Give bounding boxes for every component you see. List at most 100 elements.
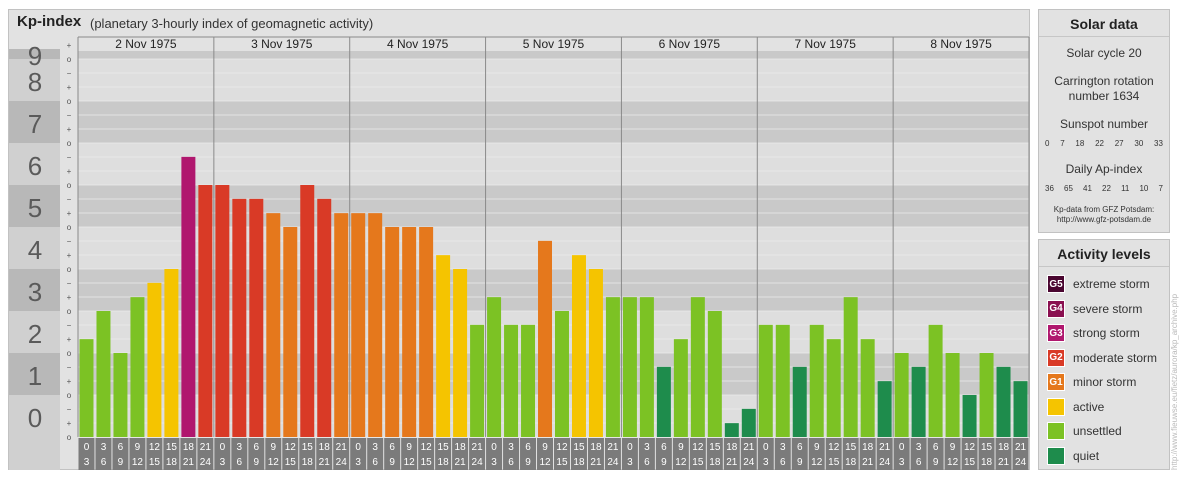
time-end-label: 3 (627, 457, 633, 468)
kp-bar (656, 366, 671, 437)
ap-value: 41 (1083, 184, 1092, 193)
time-cell (638, 438, 655, 470)
kp-bar (928, 324, 943, 437)
solar-data-panel: Solar data Solar cycle 20 Carrington rot… (1038, 9, 1170, 233)
time-end-label: 3 (84, 457, 90, 468)
kp-bar (792, 366, 807, 437)
time-end-label: 15 (285, 457, 297, 468)
ap-index-label: Daily Ap-index (1065, 162, 1143, 176)
ap-value: 10 (1139, 184, 1149, 193)
time-cell (214, 438, 231, 470)
time-cell (995, 438, 1012, 470)
sub-tick-label: − (67, 321, 72, 330)
time-end-label: 6 (372, 457, 378, 468)
sunspot-label: Sunspot number (1059, 117, 1149, 131)
source-link[interactable]: http://www.gfz-potsdam.de (1056, 215, 1152, 224)
time-start-label: 6 (933, 442, 939, 453)
time-cell (384, 438, 401, 470)
day-label: 7 Nov 1975 (795, 37, 857, 51)
kp-bar (538, 240, 552, 437)
time-cell (910, 438, 927, 470)
watermark-url: http://www.fieuwse.eu/fietz/aurora/kp_ar… (1170, 293, 1179, 470)
time-start-label: 0 (763, 442, 769, 453)
time-cell (367, 438, 384, 470)
time-end-label: 18 (302, 457, 314, 468)
time-end-label: 21 (998, 457, 1010, 468)
kp-bar (147, 282, 162, 437)
y-tick-label: 6 (28, 151, 42, 181)
time-end-label: 6 (644, 457, 650, 468)
time-end-label: 6 (780, 457, 786, 468)
day-label: 5 Nov 1975 (523, 37, 585, 51)
day-header-band (78, 37, 1029, 51)
time-end-label: 21 (455, 457, 467, 468)
sub-tick-label: − (67, 195, 72, 204)
time-start-label: 12 (149, 442, 161, 453)
sub-tick-label: o (67, 139, 72, 148)
time-end-label: 21 (726, 457, 738, 468)
time-end-label: 24 (1015, 457, 1027, 468)
sub-tick-label: − (67, 279, 72, 288)
time-end-label: 9 (797, 457, 803, 468)
time-start-label: 18 (998, 442, 1010, 453)
kp-bar (351, 213, 366, 437)
day-label: 8 Nov 1975 (930, 37, 992, 51)
time-cell (944, 438, 961, 470)
time-start-label: 6 (118, 442, 124, 453)
time-cell (129, 438, 146, 470)
ap-value: 7 (1158, 184, 1163, 193)
sub-tick-label: + (67, 293, 72, 302)
kp-bar (605, 297, 620, 437)
time-cell (401, 438, 418, 470)
kp-bar (826, 339, 841, 437)
sunspot-value: 0 (1045, 139, 1050, 148)
legend-item-unsettled: unsettled (1047, 422, 1122, 440)
time-start-label: 3 (372, 442, 378, 453)
time-end-label: 9 (525, 457, 531, 468)
legend-swatch-g4: G4 (1047, 299, 1065, 318)
time-cell (503, 438, 520, 470)
time-end-label: 24 (200, 457, 212, 468)
time-end-label: 12 (811, 457, 823, 468)
kp-bar (249, 198, 264, 437)
carrington-line1: Carrington rotation (1054, 74, 1154, 88)
kp-bar (843, 297, 858, 437)
time-cell (333, 438, 350, 470)
time-cell (961, 438, 978, 470)
legend-item-quiet: quiet (1047, 446, 1099, 465)
time-start-label: 15 (981, 442, 993, 453)
sub-tick-label: + (67, 41, 72, 50)
y-axis-band (9, 101, 60, 143)
ap-value: 36 (1045, 184, 1054, 193)
kp-bar (639, 297, 654, 437)
time-end-label: 9 (933, 457, 939, 468)
chart-subtitle: (planetary 3-hourly index of geomagnetic… (90, 16, 374, 31)
day-label: 2 Nov 1975 (115, 37, 177, 51)
ap-value: 22 (1102, 184, 1111, 193)
time-start-label: 3 (101, 442, 107, 453)
time-start-label: 21 (607, 442, 619, 453)
time-start-label: 18 (590, 442, 602, 453)
time-start-label: 21 (336, 442, 348, 453)
kp-bar (232, 198, 247, 437)
legend-label: strong storm (1073, 326, 1140, 340)
legend-swatch-g2: G2 (1047, 348, 1065, 367)
time-cell (146, 438, 163, 470)
time-start-label: 0 (84, 442, 90, 453)
time-start-label: 18 (862, 442, 874, 453)
time-end-label: 21 (183, 457, 195, 468)
time-end-label: 24 (879, 457, 891, 468)
time-cell (689, 438, 706, 470)
time-end-label: 3 (220, 457, 226, 468)
kp-bar (877, 381, 892, 437)
time-start-label: 21 (879, 442, 891, 453)
time-end-label: 12 (539, 457, 551, 468)
kp-bar (894, 353, 909, 437)
solar-data-title: Solar data (1039, 10, 1169, 37)
time-start-label: 12 (964, 442, 976, 453)
time-end-label: 18 (573, 457, 585, 468)
time-start-label: 9 (271, 442, 277, 453)
time-cell (842, 438, 859, 470)
time-start-label: 12 (692, 442, 704, 453)
time-end-label: 15 (421, 457, 433, 468)
